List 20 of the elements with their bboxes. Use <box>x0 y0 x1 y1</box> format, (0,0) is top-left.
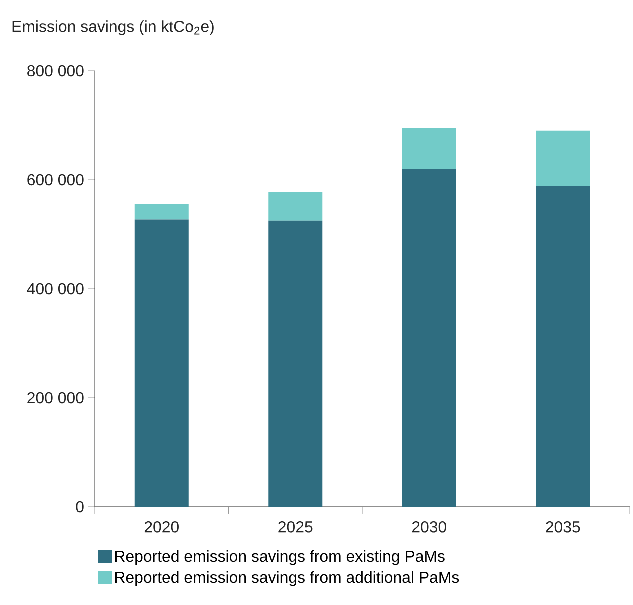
x-tick-label: 2025 <box>278 522 313 533</box>
x-tick-label: 2035 <box>546 522 580 533</box>
x-tick-label: 2030 <box>412 522 446 533</box>
chart-title: Emission savings (in ktCo$_{2}$e) <box>12 20 214 36</box>
bar <box>134 204 189 220</box>
bar <box>268 220 323 507</box>
bar <box>402 128 456 170</box>
bar <box>268 192 323 221</box>
legend-label: Reported emission savings from additional PaMs <box>116 571 460 586</box>
bar <box>134 220 189 507</box>
y-tick-label: 600 000 <box>28 174 84 186</box>
bar <box>536 130 590 186</box>
legend-label: Reported emission savings from existing PaMs <box>116 550 445 566</box>
y-tick-label: 0 <box>76 501 84 513</box>
y-tick-label: 400 000 <box>27 283 84 295</box>
bar <box>402 169 456 507</box>
y-tick-label: 800 000 <box>28 65 84 77</box>
x-tick-label: 2020 <box>144 522 179 533</box>
bar <box>536 186 590 507</box>
y-tick-label: 200 000 <box>28 392 84 404</box>
